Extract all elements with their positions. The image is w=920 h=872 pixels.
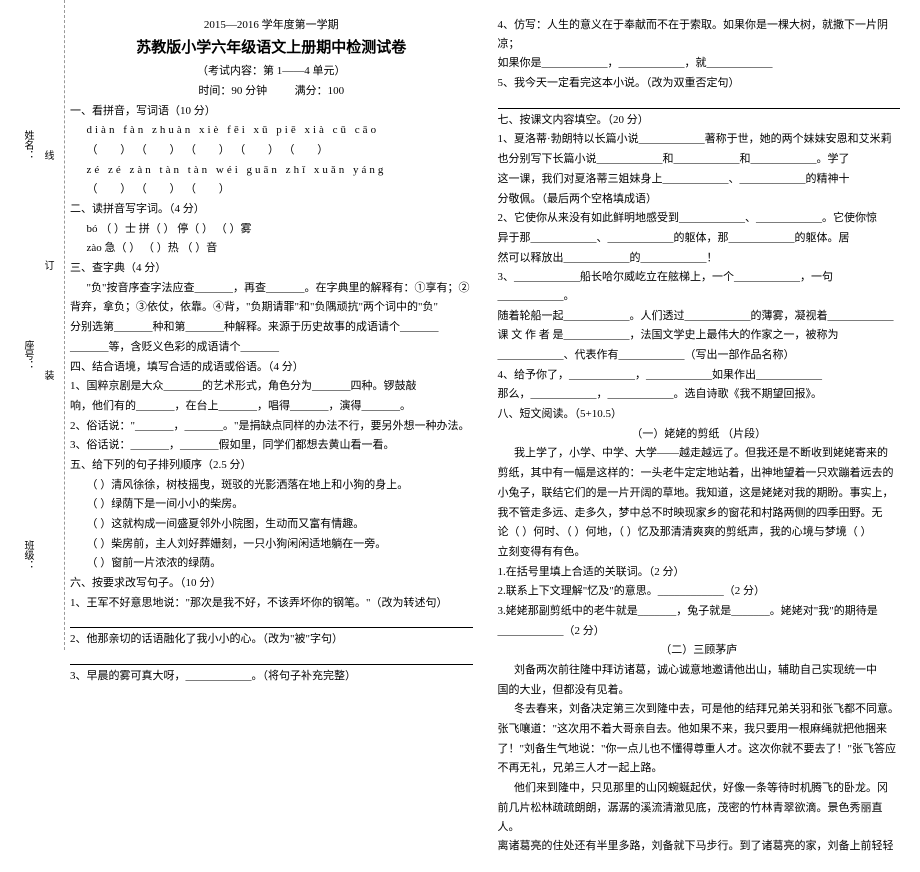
s7-4: 4、给予你了，____________，____________如果作出____… [498,366,901,385]
q1: 1.在括号里填上合适的关联词。（2 分） [498,563,901,582]
s7-1: 1、夏洛蒂·勃朗特以长篇小说____________著称于世，她的两个妹妹安恩和… [498,130,901,149]
p2-9: 离诸葛亮的住处还有半里多路，刘备就下马步行。到了诸葛亮的家，刘备上前轻轻 [498,837,901,856]
s6-3: 3、早晨的雾可真大呀，____________。（将句子补充完整） [70,667,473,686]
answer-line-r5 [498,95,901,109]
s2-line-a: bó （ ）士 拼（ ） 停（ ） （ ）雾 [70,220,473,239]
s4-title: 四、结合语境，填写合适的成语或俗语。（4 分） [70,358,473,377]
main-title: 苏教版小学六年级语文上册期中检测试卷 [70,36,473,62]
p8-1: 我上学了，小学、中学、大学——越走越远了。但我还是不断收到姥姥寄来的 [498,444,901,463]
score-label: 满分：100 [295,85,345,97]
s3-line4: _______等，含贬义色彩的成语请个_______ [70,338,473,357]
s5-5: （ ）窗前一片浓浓的绿荫。 [70,554,473,573]
s8-title: 八、短文阅读。（5+10.5） [498,405,901,424]
s1-title: 一、看拼音，写词语（10 分） [70,102,473,121]
s3-line2: 背弃，拿负；③依仗，依靠。④背，"负期请罪"和"负隅顽抗"两个词中的"负" [70,298,473,317]
s7-1d: 分敬佩。（最后两个空格填成语） [498,190,901,209]
s5-4: （ ）柴房前，主人刘好葬姗刻，一只小狗闲闲适地躺在一旁。 [70,535,473,554]
s4-line1: 1、国粹京剧是大众_______的艺术形式，角色分为_______四种。锣鼓敲 [70,377,473,396]
s7-3b: 随着轮船一起____________。人们透过____________的薄雾，凝… [498,307,901,326]
s6-title: 六、按要求改写句子。（10 分） [70,574,473,593]
side-cut: 线 [40,150,55,160]
p8-3: 小兔子，联结它们的是一片开阔的草地。我知道，这是姥姥对我的期盼。事实上， [498,484,901,503]
paren-row1: （ ）（ ）（ ）（ ）（ ） [70,141,473,160]
s6-1: 1、王军不好意思地说："那次是我不好，不该弄坏你的钢笔。"（改为转述句） [70,594,473,613]
r5: 5、我今天一定看完这本小说。（改为双重否定句） [498,74,901,93]
s7-title: 七、按课文内容填空。（20 分） [498,111,901,130]
r4: 4、仿写：人生的意义在于奉献而不在于索取。如果你是一棵大树，就撒下一片阴凉； [498,16,901,53]
paren-row2: （ ）（ ）（ ） [70,180,473,199]
right-column: 4、仿写：人生的意义在于奉献而不在于索取。如果你是一棵大树，就撒下一片阴凉； 如… [498,15,901,857]
s3-title: 三、查字典（4 分） [70,259,473,278]
r4b: 如果你是____________，____________，就_________… [498,54,901,73]
s5-2: （ ）绿荫下是一间小小的柴房。 [70,495,473,514]
passage1-title: （一）姥姥的剪纸 （片段） [498,425,901,444]
p8-6: 立刻变得有有色。 [498,543,901,562]
s4-line3: 3、俗话说：_______，_______假如里，同学们都想去黄山看一看。 [70,436,473,455]
p8-4: 我不管走多远、走多久，梦中总不时映现家乡的窗花和村路两侧的四季田野。无 [498,504,901,523]
s7-2: 2、它使你从来没有如此鲜明地感受到____________、__________… [498,209,901,228]
s4-line1b: 响，他们有的_______，在台上_______，唱得_______，演得___… [70,397,473,416]
answer-line-1 [70,614,473,628]
binding-sidebar: 线 姓名： 订 装 座号： 班级： [10,0,65,650]
s4-line2: 2、俗话说："_______，_______。"是捐缺点同样的办法不行，要另外想… [70,417,473,436]
p2-2: 国的大业，但都没有见着。 [498,681,901,700]
side-seal: 装 [40,370,55,380]
q2: 2.联系上下文理解"忆及"的意思。____________（2 分） [498,582,901,601]
s5-title: 五、给下列的句子排列顺序（2.5 分） [70,456,473,475]
s7-3: 3、____________船长哈尔威屹立在舷梯上，一个____________… [498,268,901,305]
side-seat-label: 座号： [20,340,35,370]
s5-1: （ ）清风徐徐，树枝摇曳，斑驳的光影洒落在地上和小狗的身上。 [70,476,473,495]
side-class-label: 班级： [20,540,35,570]
p2-8: 前几片松林疏疏朗朗，潺潺的溪流清澈见底，茂密的竹林青翠欲滴。景色秀丽直人。 [498,799,901,836]
p2-7: 他们来到隆中，只见那里的山冈蜿蜒起伏，好像一条等待时机腾飞的卧龙。冈 [498,779,901,798]
s7-3d: ____________、代表作有____________（写出一部作品名称） [498,346,901,365]
s2-title: 二、读拼音写字词。（4 分） [70,200,473,219]
s7-4b: 那么，____________，____________。选自诗歌《我不期望回报… [498,385,901,404]
s2-line-b: zào 急（ ） （ ）热 （ ）音 [70,239,473,258]
p8-5: 论（ ）何时、（ ）何地，（ ）忆及那清清爽爽的剪纸声，我的心境与梦境（ ） [498,523,901,542]
s7-1c: 这一课，我们对夏洛蒂三姐妹身上____________、____________… [498,170,901,189]
q3: 3.姥姥那副剪纸中的老牛就是_______，兔子就是_______。姥姥对"我"… [498,602,901,621]
s3-line3: 分别选第_______种和第_______种解释。来源于历史故事的成语请个___… [70,318,473,337]
s5-3: （ ）这就构成一间盛夏邻外小院图，生动而又富有情趣。 [70,515,473,534]
pinyin-row2: zé zé zàn tàn tàn wéi guān zhǐ xuǎn yáng [70,161,473,180]
pinyin-row1: diàn fàn zhuàn xiè fēi xū piē xià cū cāo [70,121,473,140]
time-score: 时间：90 分钟 满分：100 [70,82,473,101]
p2-1: 刘备两次前往隆中拜访诸葛，诚心诚意地邀请他出山，辅助自己实现统一中 [498,661,901,680]
exam-page: 2015—2016 学年度第一学期 苏教版小学六年级语文上册期中检测试卷 （考试… [0,0,920,872]
side-name-label: 姓名： [20,130,35,160]
scope-line: （考试内容：第 1——4 单元） [70,62,473,81]
left-column: 2015—2016 学年度第一学期 苏教版小学六年级语文上册期中检测试卷 （考试… [70,15,473,857]
time-label: 时间：90 分钟 [198,85,267,97]
passage2-title: （二）三顾茅庐 [498,641,901,660]
p2-3: 冬去春来，刘备决定第三次到隆中去，可是他的结拜兄弟关羽和张飞都不同意。 [498,700,901,719]
p2-4: 张飞嚷道："这次用不着大哥亲自去。他如果不来，我只要用一根麻绳就把他捆来 [498,720,901,739]
p8-2: 剪纸，其中有一幅是这样的：一头老牛定定地站着，出神地望着一只欢蹦着远去的 [498,464,901,483]
s3-line1: "负"按音序查字法应查_______，再查_______。在字典里的解释有：①享… [70,279,473,298]
q3b: ____________（2 分） [498,622,901,641]
s7-1b: 也分别写下长篇小说____________和____________和_____… [498,150,901,169]
s7-2c: 然可以释放出____________的____________！ [498,249,901,268]
s7-2b: 异于那____________、____________的躯体，那_______… [498,229,901,248]
side-fold: 订 [40,260,55,270]
p2-5: 了！"刘备生气地说："你一点儿也不懂得尊重人才。这次你就不要去了！"张飞答应 [498,740,901,759]
term-line: 2015—2016 学年度第一学期 [70,16,473,35]
s7-3c: 课 文 作 者 是____________，法国文学史上最伟大的作家之一，被称为 [498,326,901,345]
answer-line-2 [70,651,473,665]
s6-2: 2、他那亲切的话语融化了我小小的心。（改为"被"字句） [70,630,473,649]
p2-6: 不再无礼，兄弟三人才一起上路。 [498,759,901,778]
